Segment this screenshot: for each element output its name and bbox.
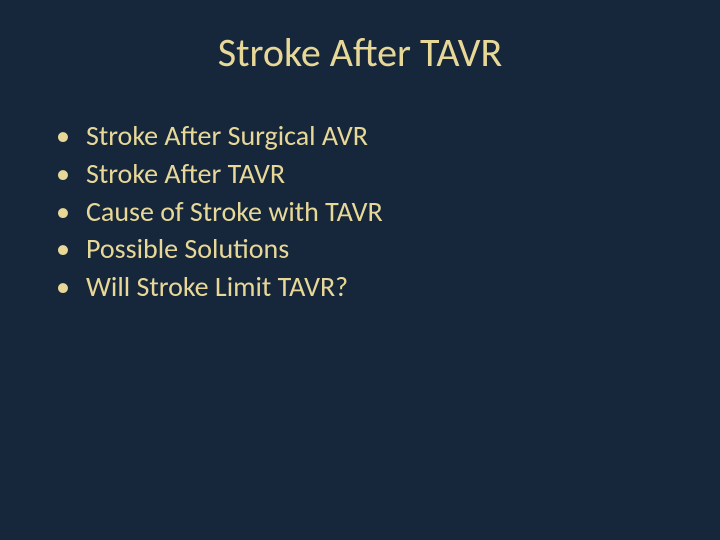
bullet-text: Cause of Stroke with TAVR	[86, 194, 383, 230]
list-item: • Cause of Stroke with TAVR	[50, 194, 680, 230]
bullet-text: Possible Solutions	[86, 231, 289, 267]
slide: Stroke After TAVR • Stroke After Surgica…	[0, 0, 720, 540]
slide-title: Stroke After TAVR	[0, 28, 720, 77]
bullet-text: Will Stroke Limit TAVR?	[86, 269, 348, 305]
bullet-list: • Stroke After Surgical AVR • Stroke Aft…	[50, 118, 680, 307]
list-item: • Stroke After TAVR	[50, 156, 680, 192]
bullet-text: Stroke After Surgical AVR	[86, 118, 368, 154]
list-item: • Will Stroke Limit TAVR?	[50, 269, 680, 305]
bullet-icon: •	[50, 156, 86, 192]
list-item: • Stroke After Surgical AVR	[50, 118, 680, 154]
bullet-text: Stroke After TAVR	[86, 156, 285, 192]
list-item: • Possible Solutions	[50, 231, 680, 267]
bullet-icon: •	[50, 269, 86, 305]
bullet-icon: •	[50, 231, 86, 267]
bullet-icon: •	[50, 194, 86, 230]
bullet-icon: •	[50, 118, 86, 154]
